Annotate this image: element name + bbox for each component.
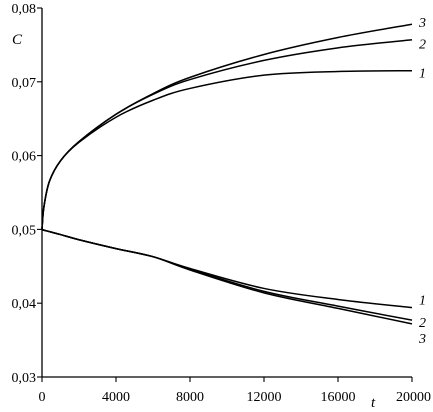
y-tick-label: 0,06 (12, 150, 37, 165)
y-ticks: 0,03 0,04 0,05 0,06 0,07 0,08 (12, 2, 42, 386)
series-line-upper-3 (41, 23, 413, 230)
x-tick-label: 8000 (176, 390, 204, 405)
series-line-upper-1 (41, 69, 413, 230)
series-line-upper-2 (41, 38, 413, 230)
y-tick-label: 0,08 (12, 2, 37, 17)
x-tick-label: 12000 (247, 390, 282, 405)
x-tick-label: 4000 (102, 390, 130, 405)
x-tick-label: 20000 (396, 390, 431, 405)
y-axis-label: C (12, 32, 23, 48)
series-label-lower-1: 1 (419, 294, 426, 309)
series-label-lower-3: 3 (418, 332, 426, 347)
y-tick-label: 0,05 (12, 223, 37, 238)
series-line-lower-3 (41, 228, 413, 325)
curves (41, 23, 413, 325)
y-tick-label: 0,04 (12, 297, 37, 312)
y-tick-label: 0,07 (12, 76, 37, 91)
series-line-lower-1 (41, 228, 413, 309)
x-tick-label: 0 (39, 390, 46, 405)
series-label-lower-2: 2 (419, 316, 426, 331)
y-tick-label: 0,03 (12, 371, 37, 386)
series-label-upper-1: 1 (419, 67, 426, 82)
series-label-upper-2: 2 (419, 38, 426, 53)
x-tick-label: 16000 (321, 390, 356, 405)
axes (41, 8, 412, 378)
x-axis-label: t (371, 395, 376, 411)
x-ticks: 0 4000 8000 12000 16000 20000 (39, 377, 431, 405)
series-line-lower-2 (41, 228, 413, 321)
series-label-upper-3: 3 (418, 16, 426, 31)
